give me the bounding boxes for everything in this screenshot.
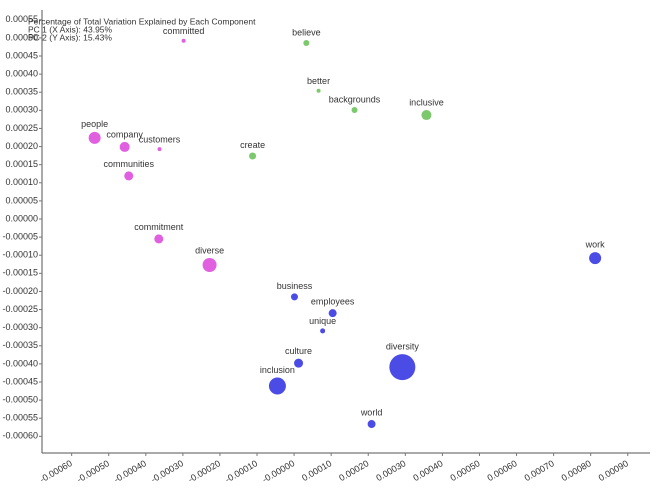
x-tick-label: 0.00060: [486, 458, 519, 483]
y-tick-label: -0.00005: [2, 231, 38, 241]
y-tick-label: -0.00035: [2, 340, 38, 350]
point: [124, 171, 134, 181]
point: [154, 234, 164, 244]
x-tick-label: 0.00050: [448, 458, 481, 483]
x-tick-label: -0.00060: [38, 458, 74, 484]
y-tick-label: 0.00035: [5, 87, 38, 97]
point-label: diverse: [195, 245, 224, 255]
x-tick-label: 0.00010: [300, 458, 333, 483]
y-tick-label: -0.00045: [2, 376, 38, 386]
y-tick-label: 0.00045: [5, 50, 38, 60]
point-label: committed: [163, 26, 205, 36]
y-tick-label: 0.00020: [5, 141, 38, 151]
x-tick-label: 0.00020: [337, 458, 370, 483]
point-label: commitment: [134, 222, 184, 232]
point-label: customers: [139, 134, 181, 144]
x-tick-label: -0.00000: [261, 458, 297, 484]
point: [88, 131, 101, 144]
point: [367, 420, 376, 429]
point: [421, 110, 432, 121]
point: [328, 309, 337, 318]
point: [249, 152, 257, 160]
y-tick-label: -0.00030: [2, 322, 38, 332]
y-tick-label: -0.00055: [2, 413, 38, 423]
point-label: create: [240, 140, 265, 150]
y-tick-label: 0.00055: [5, 14, 38, 24]
point: [316, 88, 321, 93]
x-tick-label: 0.00030: [374, 458, 407, 483]
point-label: inclusion: [260, 365, 295, 375]
point-label: culture: [285, 346, 312, 356]
point: [268, 377, 286, 395]
point: [320, 328, 326, 334]
point-label: work: [585, 239, 606, 249]
y-tick-label: -0.00060: [2, 431, 38, 441]
point: [589, 252, 602, 265]
point-label: better: [307, 76, 330, 86]
y-tick-label: -0.00040: [2, 358, 38, 368]
x-tick-label: -0.00050: [75, 458, 111, 484]
y-tick-label: 0.00005: [5, 195, 38, 205]
point-label: business: [277, 281, 313, 291]
x-tick-label: -0.00030: [149, 458, 185, 484]
point: [157, 147, 162, 152]
point-label: world: [360, 407, 383, 417]
point-label: people: [81, 119, 108, 129]
y-tick-label: -0.00050: [2, 394, 38, 404]
point-label: communities: [103, 159, 154, 169]
annotation: Percentage of Total Variation Explained …: [28, 16, 256, 26]
point: [389, 354, 416, 381]
annotation: PC 1 (X Axis): 43.95%: [28, 24, 113, 34]
point: [202, 258, 217, 273]
x-tick-label: -0.00040: [112, 458, 148, 484]
y-tick-label: 0.00030: [5, 105, 38, 115]
point-label: employees: [311, 297, 355, 307]
x-tick-label: -0.00020: [186, 458, 222, 484]
point-label: inclusive: [409, 97, 444, 107]
y-tick-label: 0.00025: [5, 123, 38, 133]
point: [351, 106, 358, 113]
y-tick-label: -0.00015: [2, 268, 38, 278]
x-tick-label: 0.00080: [560, 458, 593, 483]
y-tick-label: 0.00015: [5, 159, 38, 169]
x-tick-label: 0.00090: [597, 458, 630, 483]
point-label: company: [106, 129, 143, 139]
point: [119, 141, 130, 152]
point-label: unique: [309, 316, 336, 326]
point: [181, 38, 186, 43]
y-tick-label: 0.00000: [5, 213, 38, 223]
point-label: diversity: [386, 342, 420, 352]
y-tick-label: 0.00040: [5, 68, 38, 78]
annotation: PC 2 (Y Axis): 15.43%: [28, 32, 112, 42]
point: [303, 39, 310, 46]
y-tick-label: 0.00010: [5, 177, 38, 187]
y-tick-label: -0.00020: [2, 286, 38, 296]
y-tick-label: 0.00050: [5, 32, 38, 42]
y-tick-label: -0.00025: [2, 304, 38, 314]
y-tick-label: -0.00010: [2, 250, 38, 260]
x-tick-label: -0.00010: [223, 458, 259, 484]
point: [294, 358, 304, 368]
x-tick-label: 0.00070: [523, 458, 556, 483]
point-label: believe: [292, 27, 321, 37]
point-label: backgrounds: [329, 94, 381, 104]
point: [290, 293, 298, 301]
x-tick-label: 0.00040: [411, 458, 444, 483]
